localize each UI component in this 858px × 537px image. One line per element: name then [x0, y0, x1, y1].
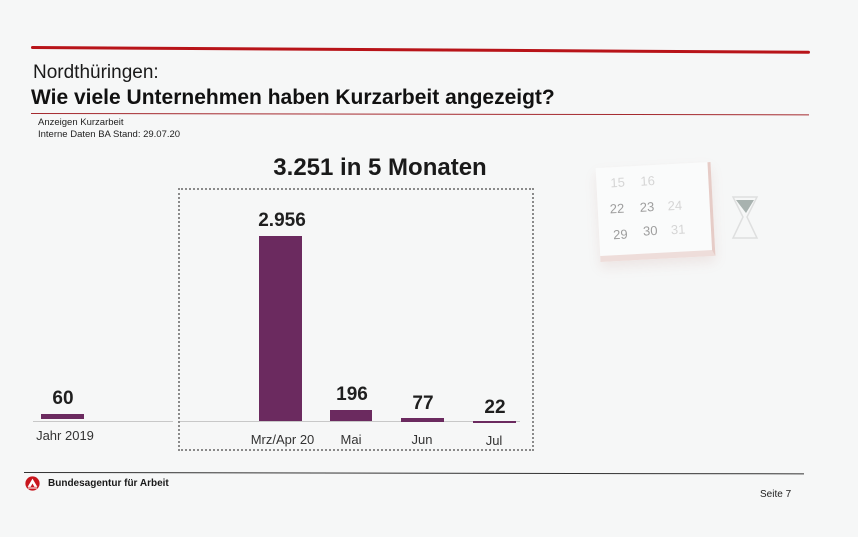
source-line-1: Anzeigen Kurzarbeit: [38, 117, 124, 128]
bar-value-mrz-apr: 2.956: [258, 210, 306, 231]
bar-value-jul: 22: [484, 397, 506, 418]
calendar-icon: 15 16 22 23 24 29 30 31: [595, 162, 716, 262]
page-number: Seite 7: [760, 489, 792, 500]
bar-value-mai: 196: [336, 384, 368, 405]
organization-name: Bundesagentur für Arbeit: [48, 478, 169, 489]
five-month-group-box: [178, 188, 534, 451]
bar-label-2019: Jahr 2019: [36, 428, 94, 443]
page-title: Wie viele Unternehmen haben Kurzarbeit a…: [31, 86, 555, 109]
calendar-hourglass-image: 15 16 22 23 24 29 30 31: [590, 162, 770, 270]
bar-label-mrz-apr: Mrz/Apr 20: [250, 432, 315, 447]
region-subtitle: Nordthüringen:: [33, 62, 159, 83]
ba-logo-icon: [25, 476, 40, 491]
bar-label-mai: Mai: [340, 432, 362, 447]
bar-mrz-apr: [259, 236, 302, 421]
baseline-2020: [180, 421, 520, 422]
header-accent-rule: [30, 46, 810, 54]
bar-2019: [41, 414, 84, 419]
chart-headline: 3.251 in 5 Monaten: [273, 154, 487, 181]
bar-value-jun: 77: [412, 393, 434, 414]
bar-label-jul: Jul: [485, 433, 503, 448]
hourglass-icon: [731, 196, 759, 239]
bar-value-2019: 60: [52, 388, 74, 409]
bar-jul: [473, 421, 516, 423]
bar-jun: [401, 418, 444, 422]
source-line-2: Interne Daten BA Stand: 29.07.20: [38, 129, 181, 140]
footer-divider: [23, 472, 804, 475]
bar-label-jun: Jun: [411, 432, 433, 447]
title-divider: [30, 113, 809, 116]
baseline-2019: [33, 421, 173, 422]
bar-mai: [330, 410, 372, 421]
